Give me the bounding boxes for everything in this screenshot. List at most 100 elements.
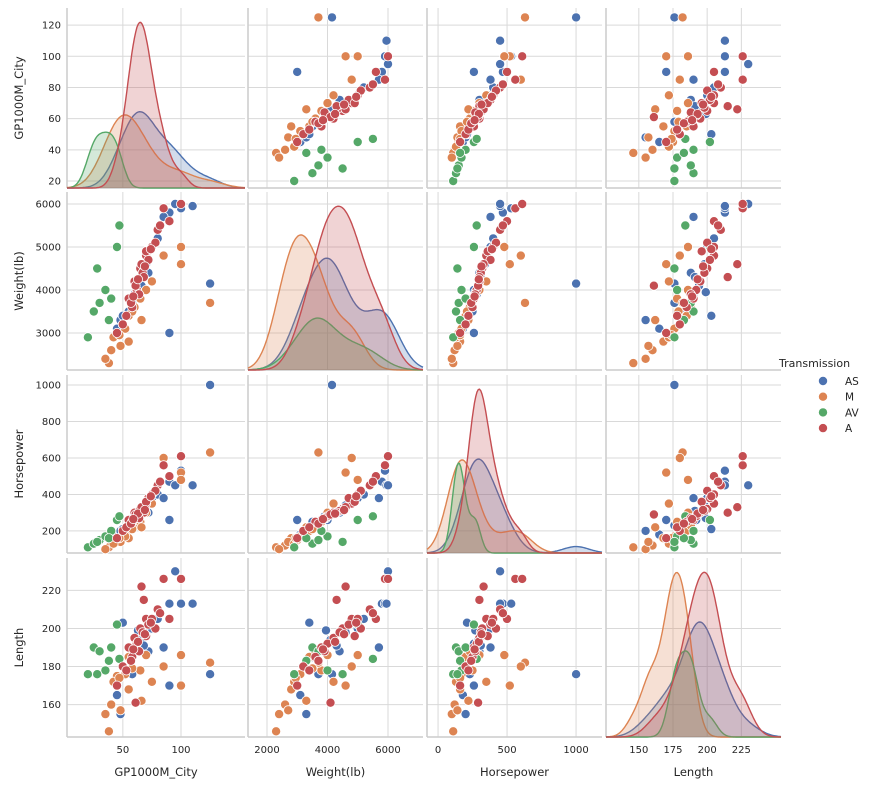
kde-line-M: [66, 114, 245, 189]
scatter-point-M: [683, 51, 694, 62]
y-tick-label: 220: [42, 586, 61, 597]
scatter-point-AS: [719, 465, 730, 476]
scatter-point-M: [499, 650, 510, 661]
scatter-point-A: [517, 573, 528, 584]
scatter-point-M: [328, 676, 339, 687]
scatter-point-A: [722, 272, 733, 283]
scatter-point-M: [100, 544, 111, 555]
scatter-point-M: [340, 51, 351, 62]
panel-GP1000M_City-vs-Length: [605, 8, 781, 189]
scatter-point-AV: [367, 653, 378, 664]
scatter-point-AS: [468, 66, 479, 77]
scatter-point-M: [283, 705, 294, 716]
scatter-point-AS: [719, 51, 730, 62]
scatter-point-AV: [352, 515, 363, 526]
scatter-point-A: [158, 573, 169, 584]
scatter-point-A: [713, 476, 724, 487]
scatter-point-AS: [571, 669, 582, 680]
scatter-point-A: [379, 74, 390, 85]
kde-line-AS: [247, 257, 424, 371]
scatter-point-A: [672, 124, 683, 135]
scatter-point-M: [280, 144, 291, 155]
scatter-point-AV: [704, 136, 715, 147]
scatter-point-M: [674, 250, 685, 261]
scatter-point-M: [123, 336, 134, 347]
scatter-point-A: [497, 608, 508, 619]
scatter-point-AV: [307, 168, 318, 179]
scatter-point-AS: [706, 524, 717, 535]
scatter-point-AS: [164, 515, 175, 526]
scatter-point-A: [501, 66, 512, 77]
panel-Horsepower-vs-Horsepower: [426, 375, 603, 554]
scatter-point-A: [698, 99, 709, 110]
scatter-point-M: [643, 340, 654, 351]
scatter-point-A: [737, 460, 748, 471]
scatter-point-AV: [471, 220, 482, 231]
scatter-point-A: [117, 319, 128, 330]
scatter-point-M: [643, 536, 654, 547]
y-tick-label: 180: [42, 662, 61, 673]
x-tick-label: 1000: [563, 745, 588, 756]
scatter-point-AV: [452, 669, 463, 680]
scatter-point-M: [661, 259, 672, 270]
scatter-point-AS: [719, 66, 730, 77]
scatter-point-AV: [352, 136, 363, 147]
scatter-point-M: [115, 340, 126, 351]
scatter-point-AV: [367, 133, 378, 144]
scatter-point-A: [463, 665, 474, 676]
y-tick-label: 200: [42, 526, 61, 537]
scatter-point-A: [476, 99, 487, 110]
scatter-point-M: [520, 297, 531, 308]
x-axis-label: GP1000M_City: [114, 765, 198, 779]
kde-line-AV: [606, 650, 781, 738]
panel-Weight(lb)-vs-Length: [605, 192, 781, 371]
scatter-point-AV: [337, 536, 348, 547]
scatter-point-A: [292, 680, 303, 691]
scatter-point-AS: [187, 480, 198, 491]
scatter-point-AV: [92, 669, 103, 680]
scatter-point-M: [650, 522, 661, 533]
scatter-point-A: [473, 274, 484, 285]
panel-Weight(lb)-vs-Weight(lb): [247, 192, 424, 371]
scatter-point-M: [286, 121, 297, 132]
scatter-point-A: [145, 491, 156, 502]
scatter-point-AV: [106, 293, 117, 304]
kde-fill-AS: [248, 258, 423, 370]
kde-fill-M: [248, 235, 423, 370]
x-tick-label: 6000: [375, 745, 400, 756]
scatter-point-A: [139, 629, 150, 640]
scatter-point-A: [696, 496, 707, 507]
scatter-point-M: [205, 447, 216, 458]
scatter-point-A: [121, 310, 132, 321]
scatter-point-A: [455, 327, 466, 338]
scatter-point-AS: [706, 310, 717, 321]
scatter-point-A: [661, 327, 672, 338]
scatter-point-AS: [292, 515, 303, 526]
scatter-point-A: [698, 261, 709, 272]
scatter-point-A: [709, 66, 720, 77]
scatter-point-AV: [94, 297, 105, 308]
scatter-point-A: [139, 504, 150, 515]
scatter-point-M: [346, 661, 357, 672]
scatter-point-M: [446, 353, 457, 364]
panel-Length-vs-GP1000M_City: [66, 558, 245, 738]
scatter-point-A: [737, 198, 748, 209]
scatter-point-A: [713, 79, 724, 90]
scatter-point-M: [672, 105, 683, 116]
scatter-point-M: [504, 259, 515, 270]
kde-line-M: [247, 234, 423, 371]
kde-fill-AS: [427, 459, 602, 553]
kde-fill-AS: [606, 622, 781, 737]
scatter-point-A: [382, 573, 393, 584]
x-tick-label: 150: [629, 745, 648, 756]
scatter-point-A: [510, 74, 521, 85]
scatter-point-M: [123, 684, 134, 695]
scatter-point-A: [340, 581, 351, 592]
scatter-point-M: [175, 474, 186, 485]
scatter-point-AS: [381, 598, 392, 609]
scatter-point-M: [340, 680, 351, 691]
scatter-point-M: [205, 657, 216, 668]
scatter-point-AV: [688, 525, 699, 536]
scatter-point-AS: [495, 59, 506, 70]
scatter-point-AS: [158, 642, 169, 653]
